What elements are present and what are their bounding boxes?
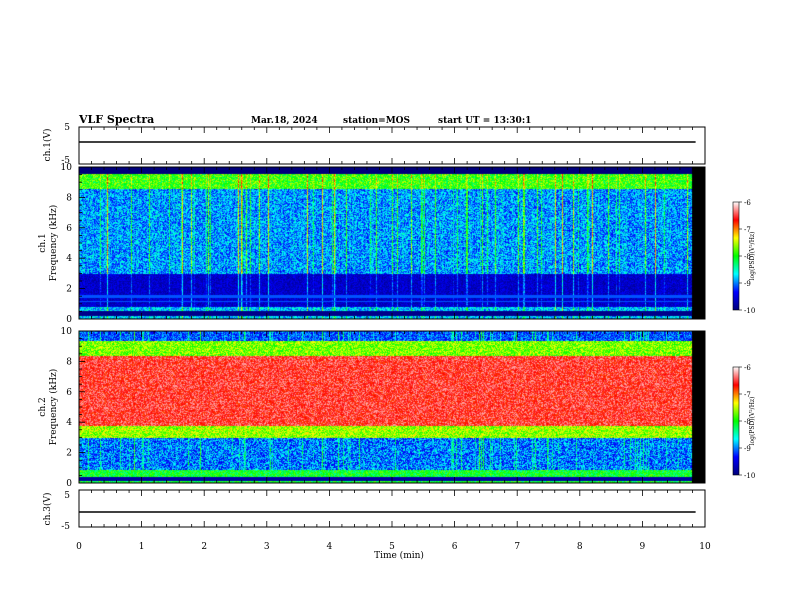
ch1-colorbar: -6 -7 -8 -9 -10 log(PSD)(V²/Hz)	[732, 199, 756, 315]
colorbar-gradient	[732, 366, 740, 476]
time-tick-label: 10	[699, 542, 711, 552]
frequency-tick-label: 8	[66, 357, 72, 367]
frequency-tick-label: 2	[66, 449, 72, 459]
time-tick-label: 9	[640, 542, 646, 552]
colorbar-tick-label: -9	[744, 280, 751, 288]
ch2-spectrogram-heatmap	[79, 331, 705, 483]
colorbar-tick-label: -8	[744, 253, 751, 261]
ch2-spectrogram-panel: 0 2 4 6 8 10 ch.2Frequency (kHz)	[38, 327, 706, 489]
frequency-tick-label: 6	[66, 224, 72, 234]
time-tick-label: 4	[327, 542, 333, 552]
time-tick-label: 3	[264, 542, 270, 552]
time-tick-label: 5	[389, 542, 395, 552]
start-time-label: start UT = 13:30:1	[438, 116, 531, 126]
colorbar-tick-label: -10	[744, 307, 755, 315]
colorbar-tick-label: -9	[744, 445, 751, 453]
date-label: Mar.18, 2024	[251, 116, 318, 126]
frequency-tick-label: 6	[66, 388, 72, 398]
station-label: station=MOS	[343, 116, 410, 126]
frequency-tick-label: 2	[66, 285, 72, 295]
figure-title: VLF Spectra	[78, 113, 154, 126]
ch2-frequency-axis-label: ch.2Frequency (kHz)	[38, 369, 59, 446]
ch1-frequency-axis-label: ch.1Frequency (kHz)	[38, 205, 59, 282]
colorbar-label: log(PSD)(V²/Hz)	[749, 397, 756, 446]
ch1-spectrogram-panel: 0 2 4 6 8 10 ch.1Frequency (kHz)	[38, 163, 706, 325]
frequency-tick-label: 4	[66, 254, 72, 264]
time-tick-label: 2	[201, 542, 207, 552]
ch2-frequency-ticks: 0 2 4 6 8 10	[61, 327, 705, 489]
frequency-tick-label: 4	[66, 418, 72, 428]
ch1-ytick-top: 5	[64, 123, 70, 133]
frequency-tick-label: 0	[66, 315, 72, 325]
colorbar-tick-label: -7	[744, 226, 751, 234]
frequency-tick-label: 0	[66, 479, 72, 489]
colorbar-tick-label: -7	[744, 391, 751, 399]
colorbar-tick-label: -6	[744, 199, 751, 207]
time-tick-label: 8	[577, 542, 583, 552]
time-axis-label: Time (min)	[374, 550, 424, 561]
time-axis: 0 1 2 3 4 5 6 7 8 9 10	[76, 127, 711, 552]
ch3-ytick-top: 5	[64, 491, 70, 501]
colorbar-tick-label: -8	[744, 418, 751, 426]
colorbar-tick-label: -6	[744, 364, 751, 372]
colorbar-tick-label: -10	[744, 472, 755, 480]
time-tick-label: 7	[514, 542, 520, 552]
ch3-volt-axis-label: ch.3(V)	[42, 493, 53, 526]
time-tick-label: 0	[76, 542, 82, 552]
colorbar-gradient	[732, 201, 740, 311]
ch1-volt-axis-label: ch.1(V)	[42, 129, 53, 162]
time-tick-label: 1	[139, 542, 145, 552]
colorbar-label: log(PSD)(V²/Hz)	[749, 232, 756, 281]
ch1-frequency-ticks: 0 2 4 6 8 10	[61, 163, 705, 325]
ch1-ytick-bottom: -5	[61, 156, 70, 166]
ch1-spectrogram-heatmap	[79, 167, 705, 319]
frequency-tick-label: 10	[61, 163, 73, 173]
time-tick-label: 6	[452, 542, 458, 552]
ch2-colorbar: -6 -7 -8 -9 -10 log(PSD)(V²/Hz)	[732, 364, 756, 480]
frequency-tick-label: 8	[66, 193, 72, 203]
ch3-ytick-bottom: -5	[61, 522, 70, 532]
frequency-tick-label: 10	[61, 327, 73, 337]
